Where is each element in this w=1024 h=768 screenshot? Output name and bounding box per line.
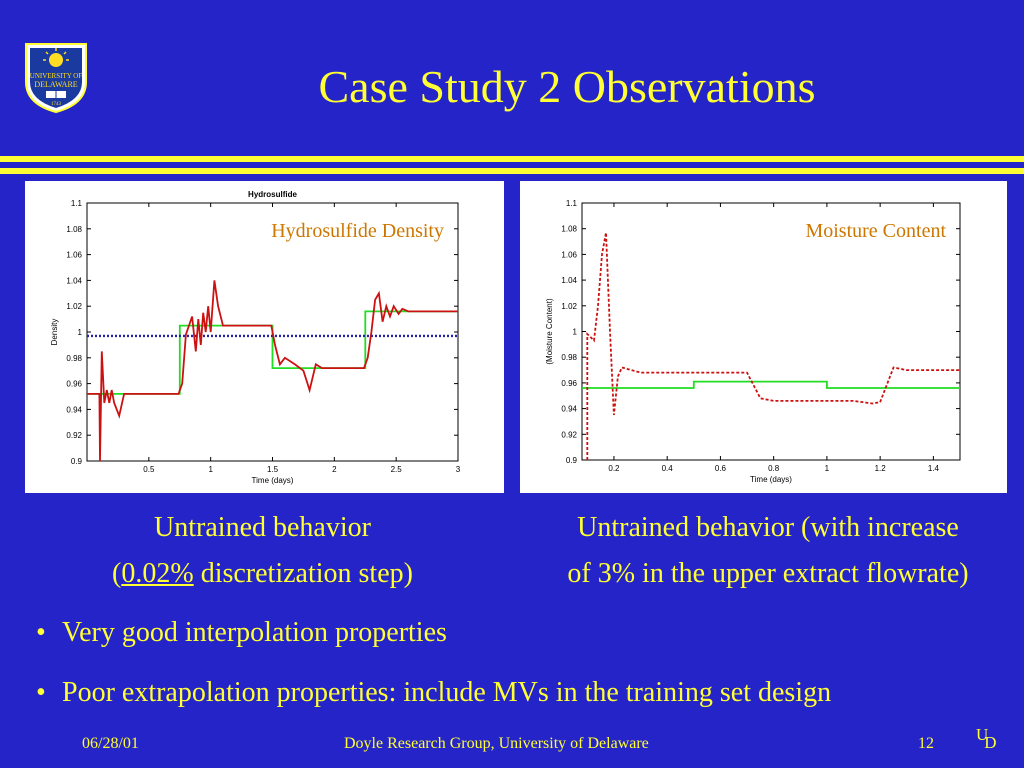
bullet-item-2: • Poor extrapolation properties: include … — [36, 677, 831, 709]
footer-center: Doyle Research Group, University of Dela… — [344, 735, 649, 752]
series-line-dashed-red — [586, 232, 960, 460]
hydrosulfide-chart-panel: 0.9 0.92 0.94 0.96 0.98 1 1.02 1.04 1.06 1.08 1.1 0… — [25, 181, 504, 493]
bullet-item-1: • Very good interpolation properties — [36, 617, 447, 649]
y-tick-label: 0.9 — [566, 456, 578, 465]
y-tick-label: 1.1 — [71, 199, 83, 208]
series-line-step-green — [87, 310, 458, 395]
y-tick-label: 0.96 — [66, 380, 82, 389]
university-of-delaware-logo-icon: UNIVERSITY OF DELAWARE 1743 — [24, 42, 88, 114]
y-tick-label: 0.96 — [561, 379, 577, 388]
bullet-text: Poor extrapolation properties: include M… — [62, 677, 832, 708]
slide-title: Case Study 2 Observations — [318, 61, 816, 112]
discretization-value: 0.02% — [121, 558, 194, 589]
footer-date: 06/28/01 — [82, 735, 139, 752]
bullet-text: Very good interpolation properties — [62, 617, 447, 648]
y-tick-label: 1.06 — [561, 250, 577, 259]
y-tick-label: 0.9 — [71, 457, 83, 466]
y-tick-label: 1.02 — [66, 302, 82, 311]
y-tick-label: 1.06 — [66, 251, 82, 260]
x-tick-label: 3 — [456, 465, 461, 474]
y-tick-label: 1.1 — [566, 199, 578, 208]
x-tick-label: 0.8 — [768, 464, 780, 473]
caption-right-line2: of 3% in the upper extract flowrate) — [567, 558, 969, 589]
x-axis-label: Time (days) — [750, 475, 792, 484]
title-divider-top — [0, 156, 1024, 162]
series-line-solid-red — [87, 280, 458, 461]
ud-mark-icon: UD — [976, 725, 997, 752]
bullet-dot: • — [36, 617, 46, 648]
y-tick-label: 0.98 — [561, 353, 577, 362]
chart-annotation: Hydrosulfide Density — [271, 220, 444, 242]
logo-year: 1743 — [51, 102, 62, 107]
y-tick-label: 1 — [78, 328, 83, 337]
moisture-chart-panel: 0.9 0.92 0.94 0.96 0.98 1 1.02 1.04 1.06 1.08 1.1 0… — [520, 181, 1007, 493]
caption-left: Untrained behavior (0.02% discretization… — [0, 505, 525, 597]
moisture-chart: 0.9 0.92 0.94 0.96 0.98 1 1.02 1.04 1.06 1.08 1.1 0… — [545, 199, 961, 484]
y-tick-label: 0.92 — [561, 430, 577, 439]
y-tick-label: 1.04 — [66, 276, 82, 285]
logo-text-line1: UNIVERSITY OF — [30, 72, 83, 80]
x-tick-label: 1.4 — [928, 464, 940, 473]
caption-right-line1: Untrained behavior (with increase — [577, 512, 959, 543]
y-tick-label: 1.08 — [66, 225, 82, 234]
y-tick-label: 0.94 — [66, 405, 82, 414]
y-tick-label: 0.94 — [561, 405, 577, 414]
chart-annotation: Moisture Content — [805, 220, 946, 242]
caption-left-line2: (0.02% discretization step) — [112, 558, 413, 589]
chart-title: Hydrosulfide — [248, 190, 297, 199]
x-tick-label: 1 — [208, 465, 213, 474]
y-tick-label: 1.04 — [561, 276, 577, 285]
x-tick-label: 1.5 — [267, 465, 279, 474]
y-tick-label: 1.08 — [561, 225, 577, 234]
caption-right: Untrained behavior (with increase of 3% … — [512, 505, 1024, 597]
caption-left-line1: Untrained behavior — [154, 512, 371, 543]
x-tick-label: 0.6 — [715, 464, 727, 473]
y-tick-label: 0.92 — [66, 431, 82, 440]
x-tick-label: 0.5 — [143, 465, 155, 474]
footer-page-number: 12 — [918, 735, 934, 752]
x-tick-label: 0.4 — [662, 464, 674, 473]
y-axis-label: (Moisture Content) — [545, 298, 554, 365]
bullet-dot: • — [36, 677, 46, 708]
series-line-step-green — [582, 380, 960, 389]
y-tick-label: 1 — [573, 328, 578, 337]
plot-area — [581, 202, 961, 461]
x-tick-label: 2 — [332, 465, 337, 474]
logo-text-line2: DELAWARE — [34, 80, 77, 89]
x-tick-label: 1 — [825, 464, 830, 473]
y-axis-label: Density — [50, 319, 59, 346]
y-tick-label: 1.02 — [561, 302, 577, 311]
x-tick-label: 2.5 — [391, 465, 403, 474]
x-tick-label: 1.2 — [875, 464, 887, 473]
x-axis-label: Time (days) — [252, 476, 294, 485]
x-tick-label: 0.2 — [608, 464, 620, 473]
y-tick-label: 0.98 — [66, 354, 82, 363]
title-divider-bottom — [0, 168, 1024, 174]
hydrosulfide-chart: 0.9 0.92 0.94 0.96 0.98 1 1.02 1.04 1.06 1.08 1.1 0… — [50, 190, 461, 485]
